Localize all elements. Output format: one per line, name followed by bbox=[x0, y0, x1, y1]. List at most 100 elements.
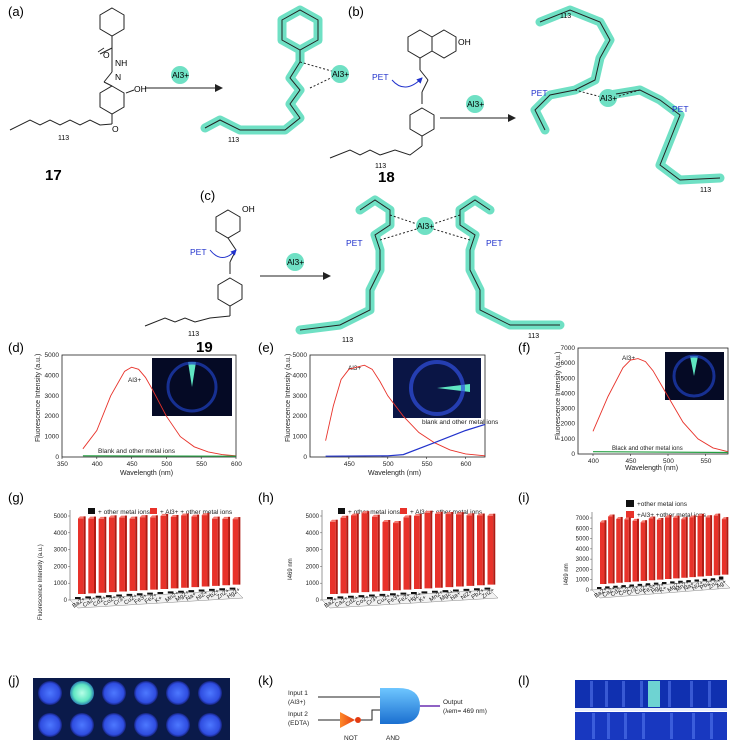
strip-line-bottom-4 bbox=[670, 713, 673, 739]
not-to-and-wire bbox=[361, 709, 380, 721]
bar-al-side-g-4 bbox=[124, 515, 127, 592]
bar-other-h-0 bbox=[327, 597, 333, 599]
well-0-3 bbox=[134, 681, 158, 705]
panel-label-h: (h) bbox=[258, 490, 274, 505]
inset-glow-f bbox=[690, 356, 698, 376]
atom-o-17: O bbox=[103, 50, 110, 60]
category-label-i-15: Ag+ bbox=[716, 579, 729, 590]
ytick-label-i-7: 7000 bbox=[576, 516, 590, 522]
floor-g bbox=[69, 589, 244, 609]
complex-b-structure bbox=[530, 5, 725, 185]
bar-al-side-h-12 bbox=[461, 512, 464, 587]
ytick-label-d-4: 4000 bbox=[45, 372, 60, 379]
ytick-label-d-0: 0 bbox=[55, 454, 59, 461]
bar-al-side-g-10 bbox=[186, 513, 189, 588]
ytick-label-h-5: 5000 bbox=[306, 514, 320, 520]
bar-other-g-10 bbox=[178, 590, 184, 593]
reagent-label-a: Al3+ bbox=[172, 70, 189, 80]
bar-al-h-15 bbox=[487, 515, 494, 585]
ytick-label-d-1: 1000 bbox=[45, 434, 60, 441]
bar-other-i-4 bbox=[629, 584, 634, 587]
repeat-17: 113 bbox=[58, 135, 69, 142]
bar-other-h-1 bbox=[337, 596, 344, 599]
bar-al-side-g-2 bbox=[104, 516, 107, 593]
bar-al-g-11 bbox=[191, 516, 198, 588]
legend-i-1: +other metal ions bbox=[637, 501, 688, 508]
not-gate-bubble bbox=[355, 717, 361, 723]
bar-other-h-3 bbox=[358, 595, 365, 598]
bar-other-g-6 bbox=[136, 593, 143, 596]
bar-al-g-0 bbox=[78, 518, 84, 594]
ytick-label-h-4: 4000 bbox=[306, 531, 320, 537]
bar-chart-h: (h) + other metal ions + Al3+ + other me… bbox=[258, 490, 499, 610]
xtick-label-f-3: 550 bbox=[701, 458, 712, 465]
strip-line-bottom-3 bbox=[642, 713, 645, 739]
compound-19-structure bbox=[144, 209, 243, 327]
well-0-2 bbox=[102, 681, 126, 705]
bar-al-i-5 bbox=[640, 522, 646, 581]
bar-other-i-12 bbox=[694, 579, 699, 582]
ytick-label-e-5: 5000 bbox=[293, 352, 308, 359]
bar-al-side-i-4 bbox=[636, 518, 639, 582]
bar-al-i-3 bbox=[624, 519, 629, 583]
xtick-label-d-5: 600 bbox=[231, 461, 242, 468]
bar-al-i-4 bbox=[632, 520, 637, 582]
legend-swatch-g-2 bbox=[150, 508, 157, 514]
strip-line-bottom-6 bbox=[710, 713, 713, 739]
bar-other-g-9 bbox=[167, 591, 174, 594]
bar-al-g-10 bbox=[181, 515, 187, 588]
bar-other-g-3 bbox=[105, 595, 112, 598]
input2-label: Input 2 bbox=[288, 711, 308, 718]
bar-other-h-12 bbox=[453, 589, 459, 592]
strip-line-bottom-1 bbox=[607, 713, 610, 739]
bar-al-side-i-12 bbox=[701, 513, 704, 577]
bar-al-h-12 bbox=[456, 514, 462, 587]
not-gate bbox=[340, 712, 355, 728]
ytick-label-d-2: 2000 bbox=[45, 413, 60, 420]
bar-al-i-12 bbox=[697, 515, 702, 577]
bar-al-i-10 bbox=[681, 519, 686, 578]
repeat-18: 113 bbox=[375, 163, 386, 170]
bar-al-h-14 bbox=[477, 515, 483, 586]
and-gate-label: AND bbox=[386, 735, 400, 742]
complex-al-label-c: Al3+ bbox=[417, 221, 434, 231]
floor-i bbox=[591, 579, 731, 599]
xlabel-f: Wavelength (nm) bbox=[625, 465, 678, 472]
input2-sub: (EDTA) bbox=[288, 720, 309, 727]
bar-al-side-h-13 bbox=[472, 513, 475, 586]
al-ion-badge-a bbox=[171, 66, 189, 84]
bar-al-side-g-6 bbox=[145, 515, 148, 591]
bar-al-side-i-10 bbox=[685, 517, 688, 578]
panel-label-i: (i) bbox=[518, 490, 530, 505]
atom-nh-17: NH bbox=[115, 58, 127, 68]
ytick-label-i-5: 5000 bbox=[576, 537, 590, 543]
complex-al-label-a: Al3+ bbox=[332, 69, 349, 79]
inset-glow-d bbox=[188, 362, 196, 387]
xtick-label-d-1: 400 bbox=[92, 461, 103, 468]
panel-label-c: (c) bbox=[200, 188, 215, 203]
ytick-label-i-3: 3000 bbox=[576, 557, 590, 563]
xtick-label-f-2: 500 bbox=[663, 458, 674, 465]
complex-pet-right-b: PET bbox=[672, 104, 689, 114]
bar-al-h-2 bbox=[351, 515, 357, 593]
strip-line-top-4 bbox=[668, 681, 671, 707]
ytick-label-h-2: 2000 bbox=[306, 564, 320, 570]
strip-divider bbox=[575, 708, 727, 711]
xtick-label-f-0: 400 bbox=[588, 458, 599, 465]
bar-other-g-1 bbox=[85, 596, 91, 599]
bar-al-side-i-15 bbox=[726, 517, 729, 575]
ylabel-h: I469 nm bbox=[288, 558, 294, 580]
legend-h-1: + other metal ions bbox=[348, 509, 401, 516]
panel-b: (b) OH PET 113 18 Al3+ Al3+ PET P bbox=[329, 4, 725, 194]
ytick-label-g-0: 0 bbox=[64, 598, 68, 604]
bar-chart-i: (i) +other metal ions +Al3+ +other metal… bbox=[518, 490, 731, 600]
category-label-h-12: Na+ bbox=[450, 591, 463, 603]
ytick-label-i-0: 0 bbox=[586, 588, 590, 594]
inset-ring-d bbox=[166, 361, 218, 413]
repeat-19: 113 bbox=[188, 331, 199, 338]
bar-al-side-i-14 bbox=[718, 513, 721, 576]
category-label-h-9: K+ bbox=[418, 595, 428, 605]
bar-other-h-9 bbox=[421, 591, 428, 594]
bar-al-side-g-14 bbox=[228, 516, 231, 586]
compound-label-19: 19 bbox=[196, 339, 213, 356]
